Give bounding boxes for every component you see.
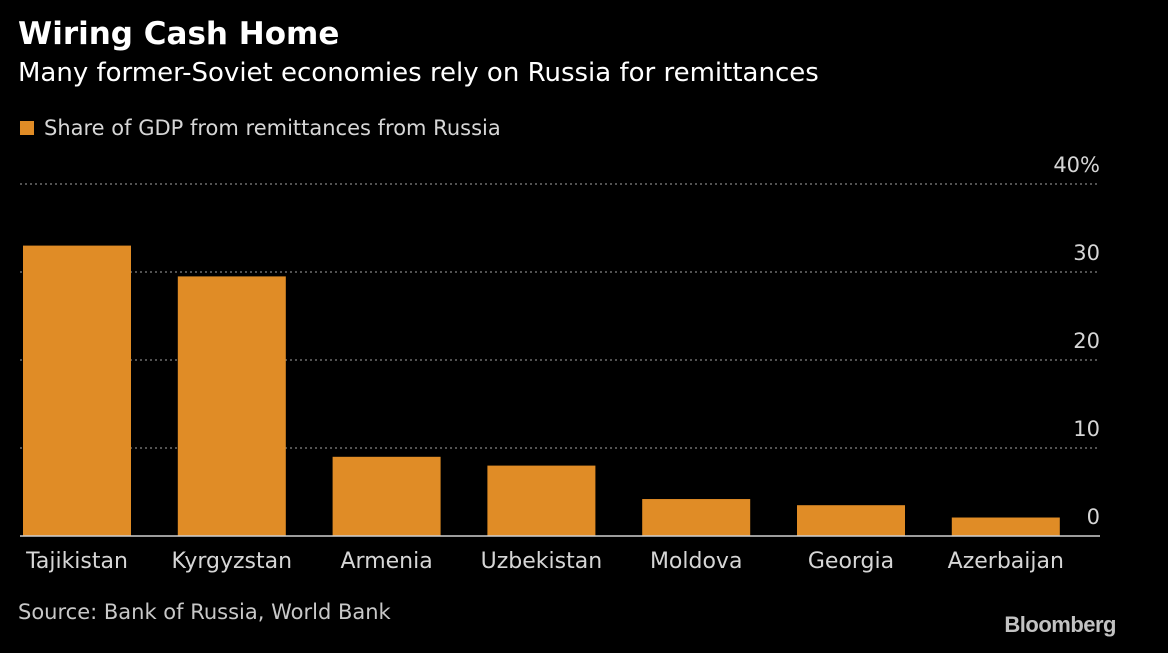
bar-tajikistan [23,245,131,536]
bar-azerbaijan [951,517,1060,536]
bars [23,245,1060,536]
y-tick-label: 20 [1073,329,1100,353]
source-note: Source: Bank of Russia, World Bank [18,600,391,624]
chart-subtitle: Many former-Soviet economies rely on Rus… [18,58,819,88]
bar-armenia [332,456,441,536]
x-tick-label: Moldova [650,549,742,574]
x-tick-label: Georgia [808,549,894,574]
legend-label: Share of GDP from remittances from Russi… [44,116,501,140]
y-tick-label: 40% [1053,153,1100,177]
chart-title: Wiring Cash Home [18,16,340,52]
bar-moldova [642,499,751,536]
x-tick-label: Tajikistan [25,549,128,574]
x-tick-label: Azerbaijan [948,549,1064,574]
bar-uzbekistan [487,465,596,536]
bar-kyrgyzstan [177,276,286,536]
bloomberg-logo: Bloomberg [1004,612,1116,637]
y-tick-label: 30 [1073,241,1100,265]
x-tick-label: Armenia [340,549,432,574]
bar-georgia [797,505,905,536]
y-tick-label: 0 [1087,505,1100,529]
legend-swatch [20,121,34,135]
legend: Share of GDP from remittances from Russi… [20,114,501,142]
y-tick-label: 10 [1073,417,1100,441]
x-tick-labels: Tajikistan Kyrgyzstan Armenia Uzbekistan Mol… [25,549,1064,574]
x-tick-label: Uzbekistan [481,549,603,574]
x-tick-label: Kyrgyzstan [172,549,293,574]
y-tick-labels: 0 10 20 30 40% [1053,153,1100,529]
